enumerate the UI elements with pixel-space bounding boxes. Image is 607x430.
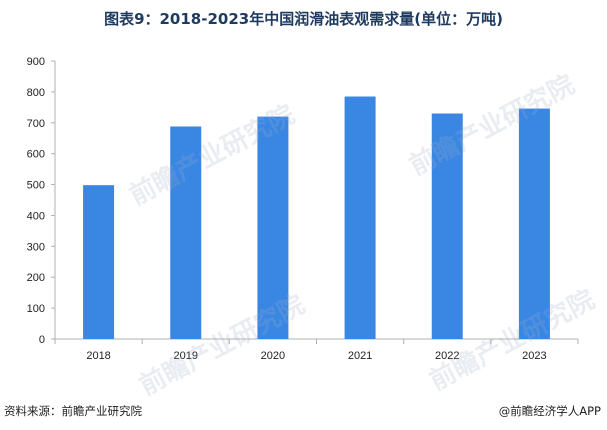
y-axis: 0 100 200 300 400 500 600 700 800 900	[27, 56, 56, 346]
x-tick-label: 2021	[348, 350, 372, 362]
y-tick-label: 500	[27, 180, 45, 192]
bar-2018	[83, 185, 115, 339]
source-note: 资料来源：前瞻产业研究院	[4, 404, 142, 418]
y-tick-label: 300	[27, 241, 45, 253]
y-tick-label: 200	[27, 272, 45, 284]
chart-title: 图表9：2018-2023年中国润滑油表观需求量(单位：万吨)	[104, 10, 503, 28]
y-tick-label: 100	[27, 303, 45, 315]
x-tick-label: 2019	[174, 350, 198, 362]
x-tick-label: 2020	[261, 350, 285, 362]
x-tick-label: 2022	[435, 350, 459, 362]
y-tick-label: 700	[27, 118, 45, 130]
x-tick-label: 2018	[86, 350, 110, 362]
y-tick-label: 0	[39, 334, 45, 346]
x-axis: 2018 2019 2020 2021 2022 2023	[54, 338, 579, 362]
credit-note: @前瞻经济学人APP	[498, 404, 601, 418]
y-tick-label: 600	[27, 149, 45, 161]
bar-2021	[344, 96, 376, 340]
bar-2019	[170, 126, 202, 340]
x-tick-label: 2023	[522, 350, 546, 362]
bars	[83, 96, 550, 340]
y-tick-label: 800	[27, 87, 45, 99]
y-tick-label: 400	[27, 210, 45, 222]
bar-2022	[431, 113, 463, 339]
bar-2020	[257, 116, 289, 339]
y-tick-label: 900	[27, 56, 45, 68]
bar-2023	[518, 108, 550, 340]
